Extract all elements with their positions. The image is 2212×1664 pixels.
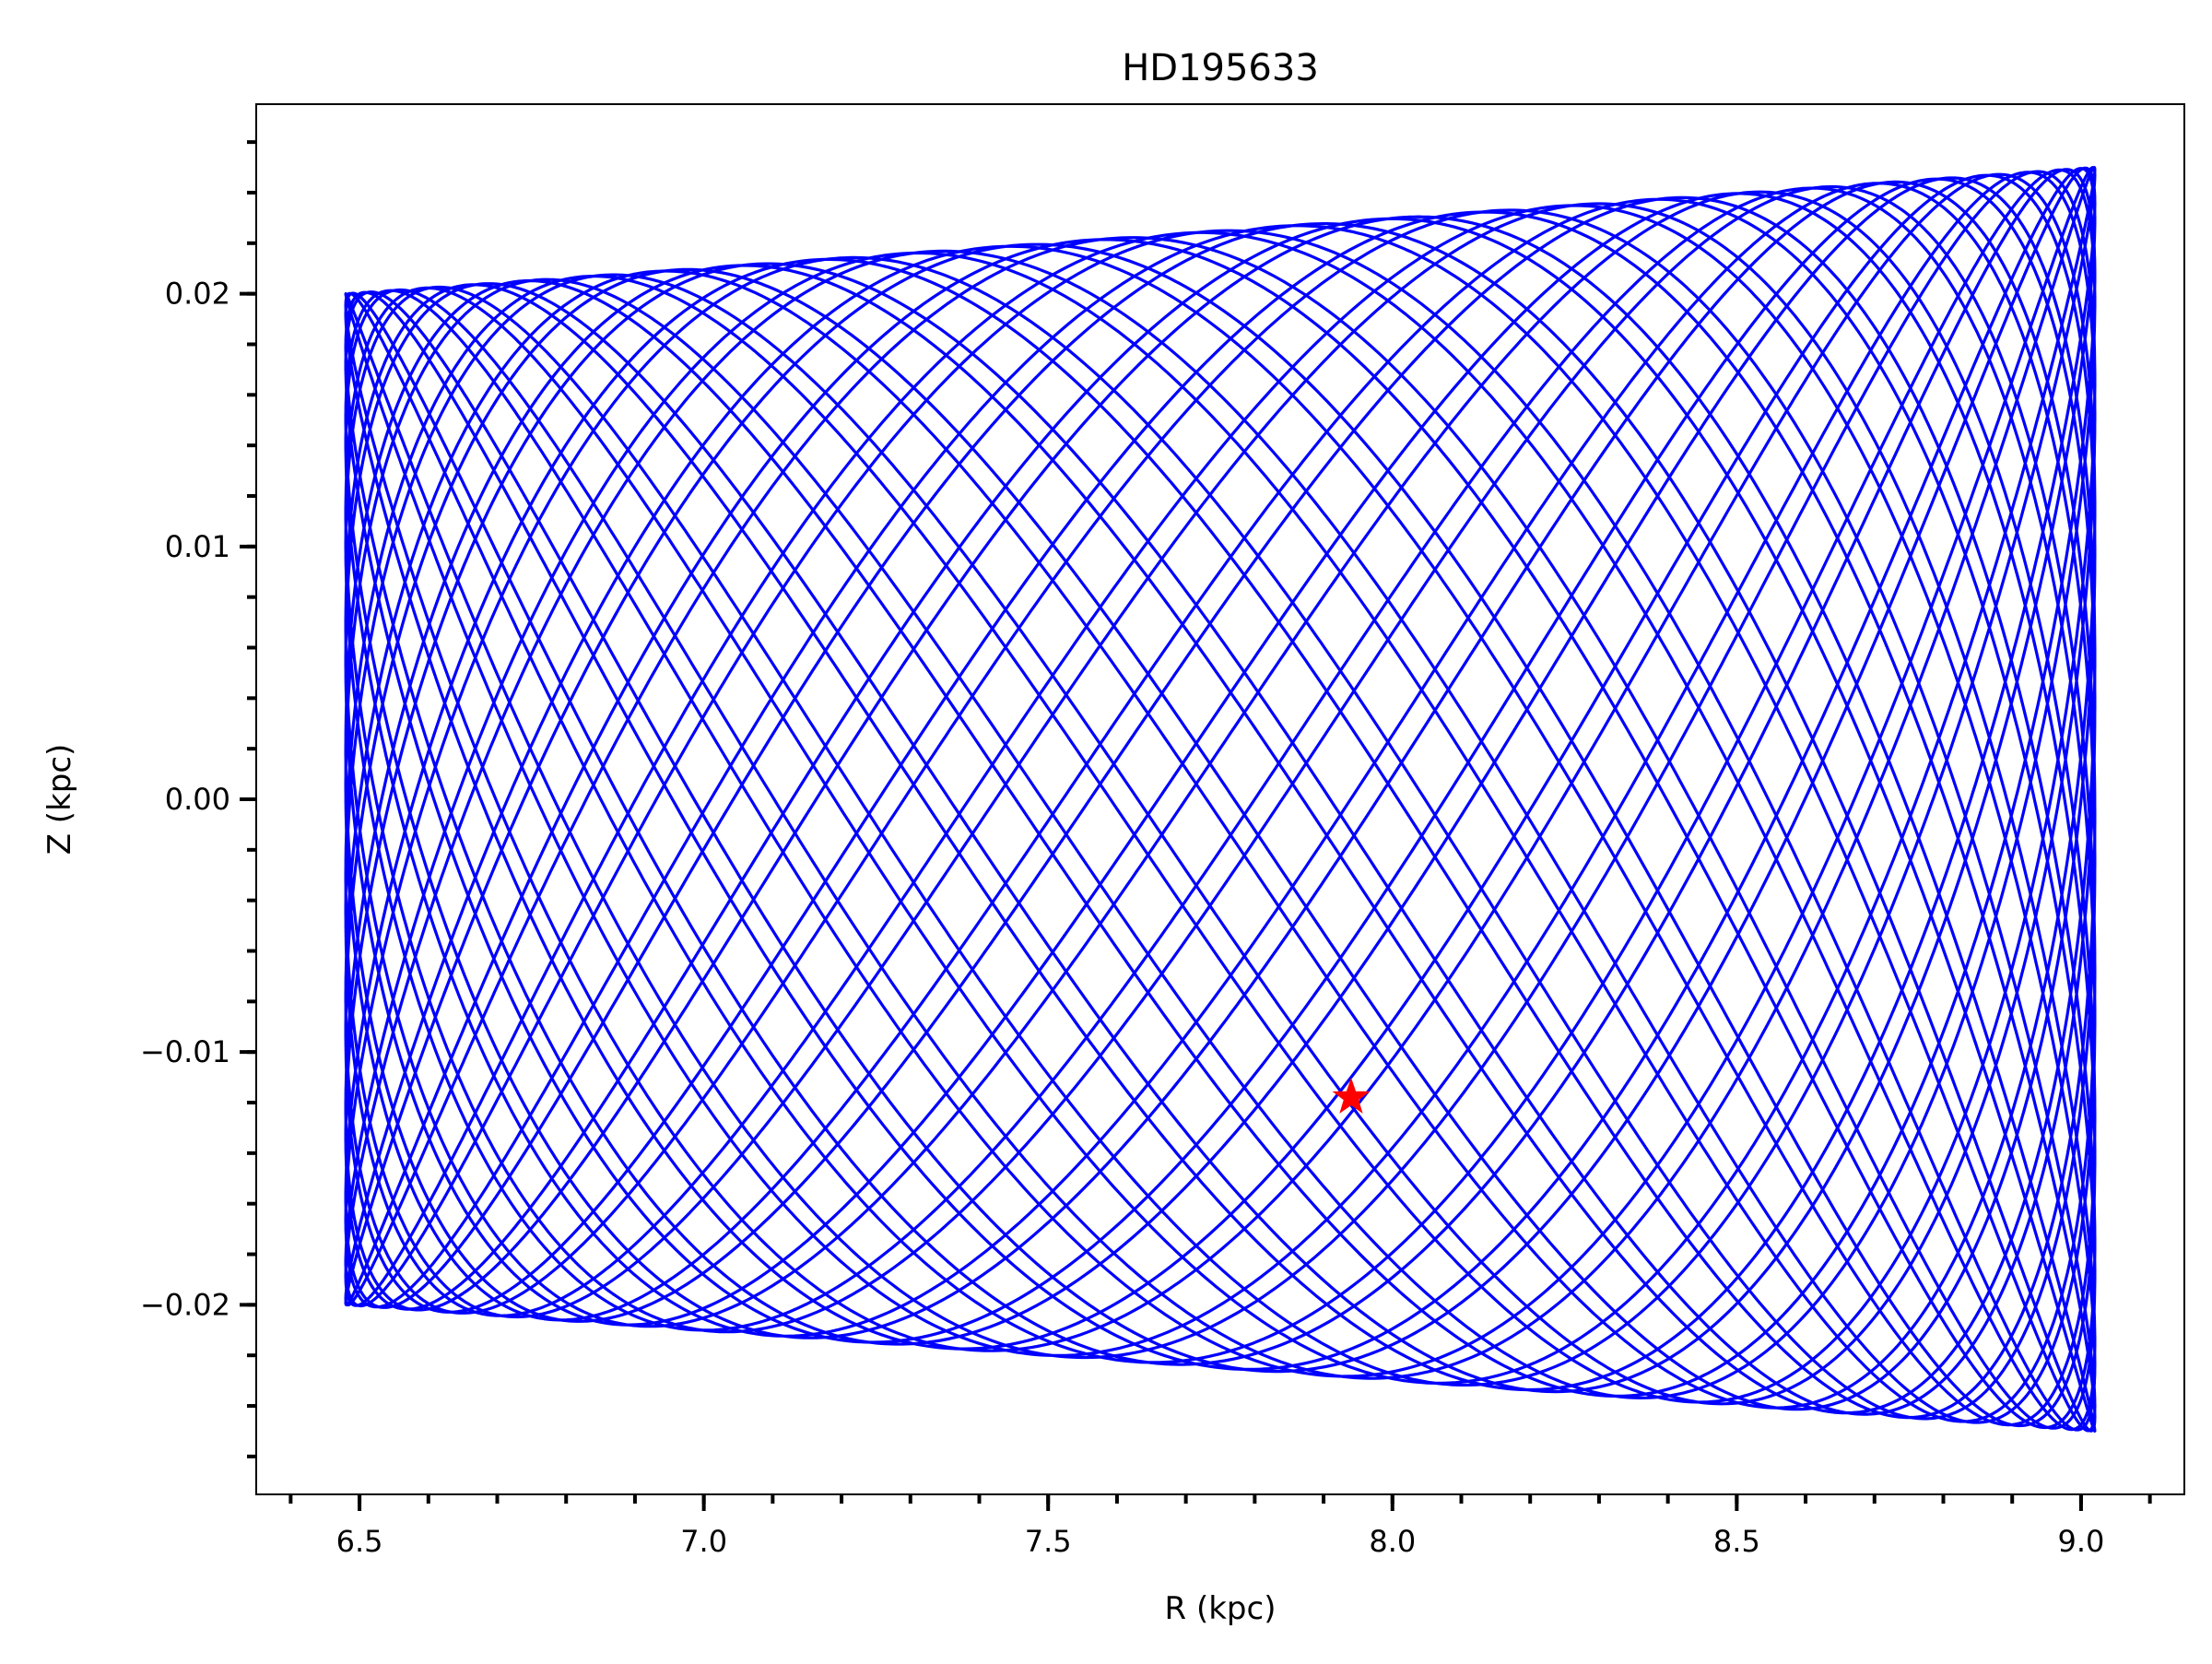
marker-layer xyxy=(1332,1077,1371,1114)
y-axis-label: Z (kpc) xyxy=(41,744,78,856)
y-tick-label: −0.01 xyxy=(140,1034,230,1069)
x-tick-label: 7.5 xyxy=(1025,1524,1072,1559)
y-tick-label: 0.00 xyxy=(165,782,230,817)
star-marker xyxy=(1332,1077,1371,1114)
x-tick-label: 8.0 xyxy=(1369,1524,1416,1559)
y-tick-label: 0.01 xyxy=(165,529,230,564)
x-tick-label: 9.0 xyxy=(2057,1524,2104,1559)
chart-title: HD195633 xyxy=(1122,47,1319,89)
x-tick-label: 7.0 xyxy=(680,1524,727,1559)
x-tick-label: 6.5 xyxy=(336,1524,383,1559)
x-tick-label: 8.5 xyxy=(1713,1524,1760,1559)
x-axis-label: R (kpc) xyxy=(1165,1590,1277,1627)
y-tick-label: 0.02 xyxy=(165,277,230,312)
y-axis-ticks: −0.02 −0.01 0.00 0.01 0.02 xyxy=(140,140,256,1458)
y-tick-label: −0.02 xyxy=(140,1287,230,1322)
orbit-path xyxy=(344,166,2097,1433)
x-axis-ticks: 6.5 7.0 7.5 8.0 8.5 9.0 xyxy=(288,1494,2152,1559)
orbit-series xyxy=(344,166,2097,1433)
